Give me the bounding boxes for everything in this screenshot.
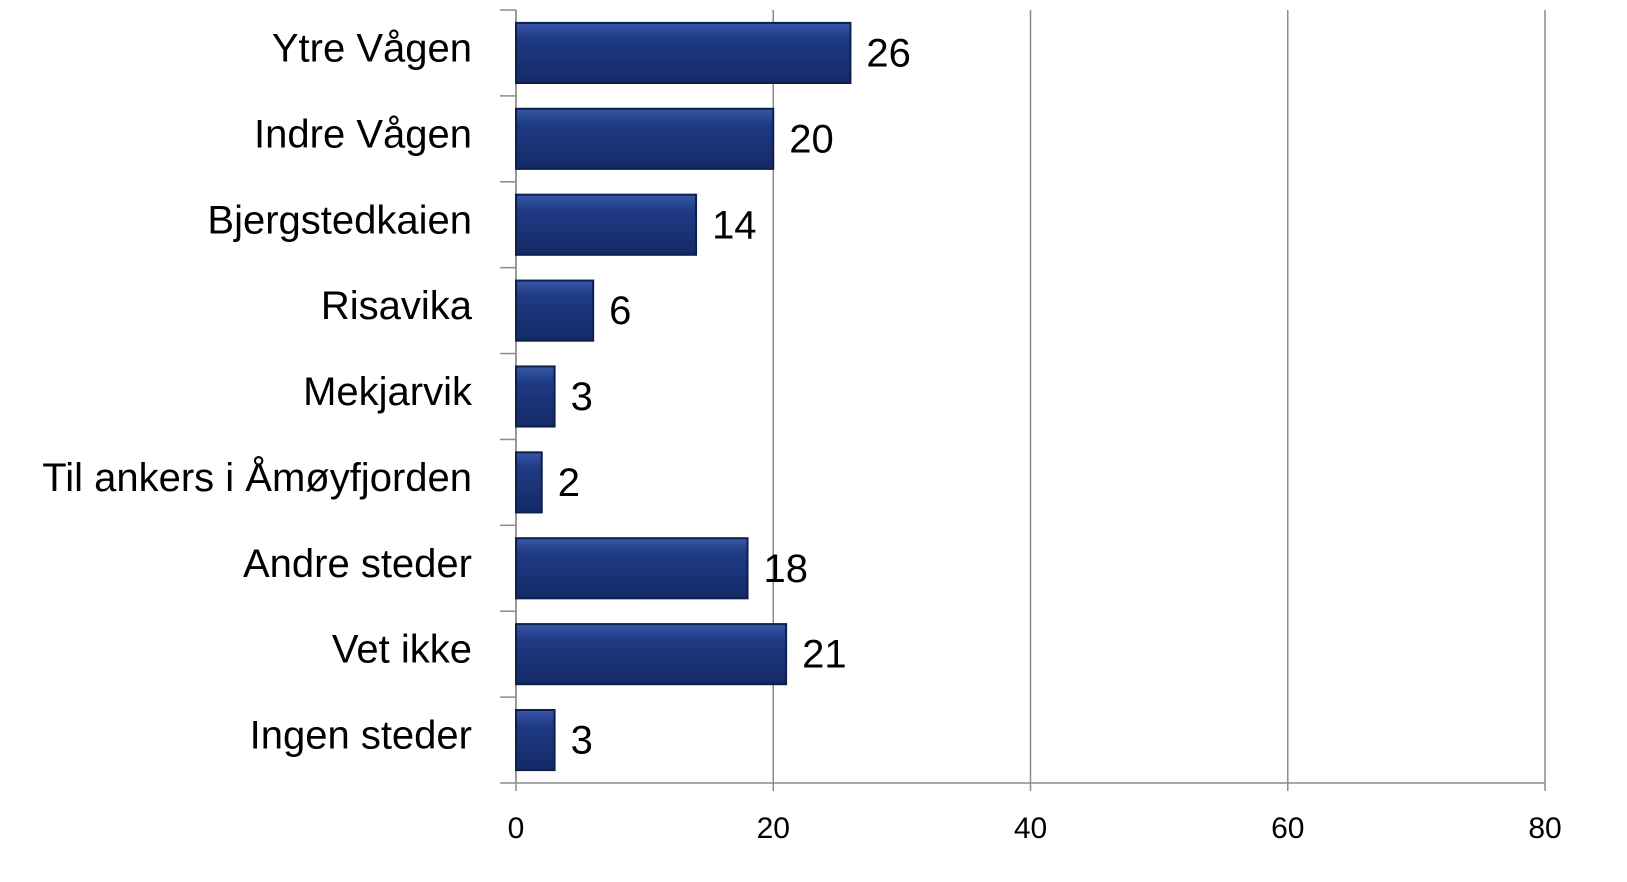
bar: [515, 365, 556, 428]
value-label: 14: [712, 203, 757, 247]
value-label: 2: [558, 461, 580, 505]
y-tick-label: Ytre Vågen: [272, 27, 472, 71]
value-label: 6: [609, 289, 631, 333]
x-tick-label: 0: [508, 812, 525, 845]
bar: [515, 708, 556, 772]
bar: [515, 537, 749, 600]
y-tick-label: Andre steder: [243, 542, 472, 586]
x-tick-label: 40: [1014, 812, 1047, 845]
value-label: 20: [789, 117, 834, 161]
value-label: 21: [802, 633, 847, 677]
value-label: 3: [571, 375, 593, 419]
x-tick-label: 20: [757, 812, 790, 845]
bar: [515, 279, 595, 342]
x-tick-label: 80: [1528, 812, 1561, 845]
value-label: 3: [571, 719, 593, 763]
y-tick-label: Ingen steder: [250, 714, 472, 758]
value-label: 18: [764, 547, 809, 591]
y-tick-label: Til ankers i Åmøyfjorden: [42, 455, 472, 500]
y-tick-label: Vet ikke: [332, 628, 472, 672]
x-tick-label: 60: [1271, 812, 1304, 845]
bar: [515, 107, 775, 170]
bar: [515, 623, 788, 686]
y-tick-label: Indre Vågen: [254, 112, 472, 156]
value-label: 26: [866, 32, 911, 76]
y-tick-label: Risavika: [321, 284, 473, 328]
y-tick-label: Mekjarvik: [303, 370, 473, 414]
bar: [515, 193, 698, 256]
bar: [515, 451, 543, 514]
bar: [515, 21, 852, 85]
y-tick-label: Bjergstedkaien: [207, 198, 472, 242]
